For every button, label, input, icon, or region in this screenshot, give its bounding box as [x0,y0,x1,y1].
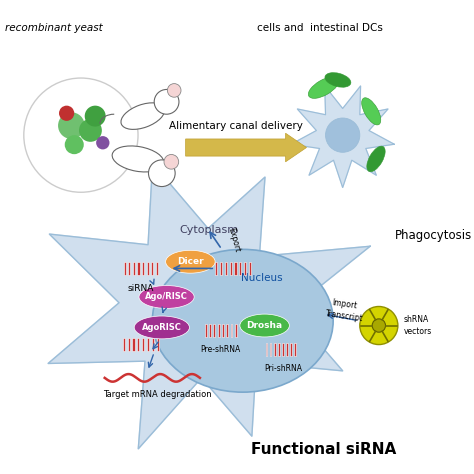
Bar [156,262,158,275]
Bar [128,262,130,275]
Ellipse shape [165,250,215,273]
Text: Pri-shRNA: Pri-shRNA [264,364,303,373]
Bar [290,343,292,356]
Circle shape [96,136,109,149]
Bar [128,338,130,351]
Circle shape [372,319,385,332]
Bar [235,262,237,275]
Ellipse shape [152,249,333,392]
Bar [205,324,207,337]
Ellipse shape [134,316,190,339]
Circle shape [85,106,106,127]
Bar [282,343,283,356]
Bar [152,338,154,351]
Bar [225,262,227,275]
Bar [226,324,228,337]
Bar [265,343,267,356]
Text: cells and  intestinal DCs: cells and intestinal DCs [257,23,383,33]
Ellipse shape [112,146,164,172]
Bar [270,343,272,356]
Bar [151,262,153,275]
Text: shRNA
vectors: shRNA vectors [403,315,432,336]
Bar [132,338,135,351]
Text: Drosha: Drosha [246,321,283,330]
Bar [294,343,296,356]
Text: Pre-shRNA: Pre-shRNA [201,345,241,354]
Bar [220,262,222,275]
Bar [229,262,232,275]
Text: AgoRISC: AgoRISC [142,323,182,332]
Bar [273,343,275,356]
Circle shape [65,135,84,154]
Ellipse shape [240,314,289,337]
Bar [278,343,280,356]
Circle shape [360,307,398,345]
Bar [249,262,251,275]
Ellipse shape [367,146,385,172]
Text: Export: Export [227,227,242,253]
Bar [222,324,224,337]
Circle shape [58,112,85,139]
Polygon shape [48,164,370,449]
Polygon shape [291,86,394,188]
Bar [124,262,126,275]
Bar [133,262,135,275]
Bar [213,324,215,337]
Bar [142,338,144,351]
Circle shape [164,155,179,169]
Text: Import: Import [331,298,358,311]
Bar [209,324,211,337]
Text: recombinant yeast: recombinant yeast [5,23,102,33]
Bar [142,262,144,275]
Bar [230,324,232,337]
Text: Target mRNA degradation: Target mRNA degradation [103,390,211,399]
Circle shape [148,160,175,187]
Circle shape [79,119,102,142]
Bar [146,262,149,275]
Bar [156,338,159,351]
Circle shape [59,106,74,121]
FancyArrow shape [186,133,307,162]
Text: Phagocytosis: Phagocytosis [394,228,472,242]
Circle shape [154,90,179,114]
Bar [147,338,149,351]
Text: Nucleus: Nucleus [241,273,283,283]
Bar [137,338,139,351]
Ellipse shape [308,77,339,99]
Bar [218,324,219,337]
Bar [235,324,237,337]
Bar [239,262,241,275]
Text: Alimentary canal delivery: Alimentary canal delivery [169,120,303,131]
Ellipse shape [121,103,164,129]
Text: Ago/RISC: Ago/RISC [145,292,188,301]
Text: Dicer: Dicer [177,257,204,266]
Circle shape [326,118,360,152]
Bar [244,262,246,275]
Ellipse shape [139,285,194,309]
Ellipse shape [325,73,351,87]
Bar [123,338,125,351]
Text: Functional siRNA: Functional siRNA [251,442,396,457]
Text: Cytoplasm: Cytoplasm [180,225,239,235]
Bar [286,343,288,356]
Bar [137,262,139,275]
Text: Transcript: Transcript [325,309,364,323]
Ellipse shape [362,98,381,125]
Circle shape [167,83,181,97]
Text: siRNA: siRNA [128,283,154,292]
Circle shape [24,78,138,192]
Bar [215,262,217,275]
